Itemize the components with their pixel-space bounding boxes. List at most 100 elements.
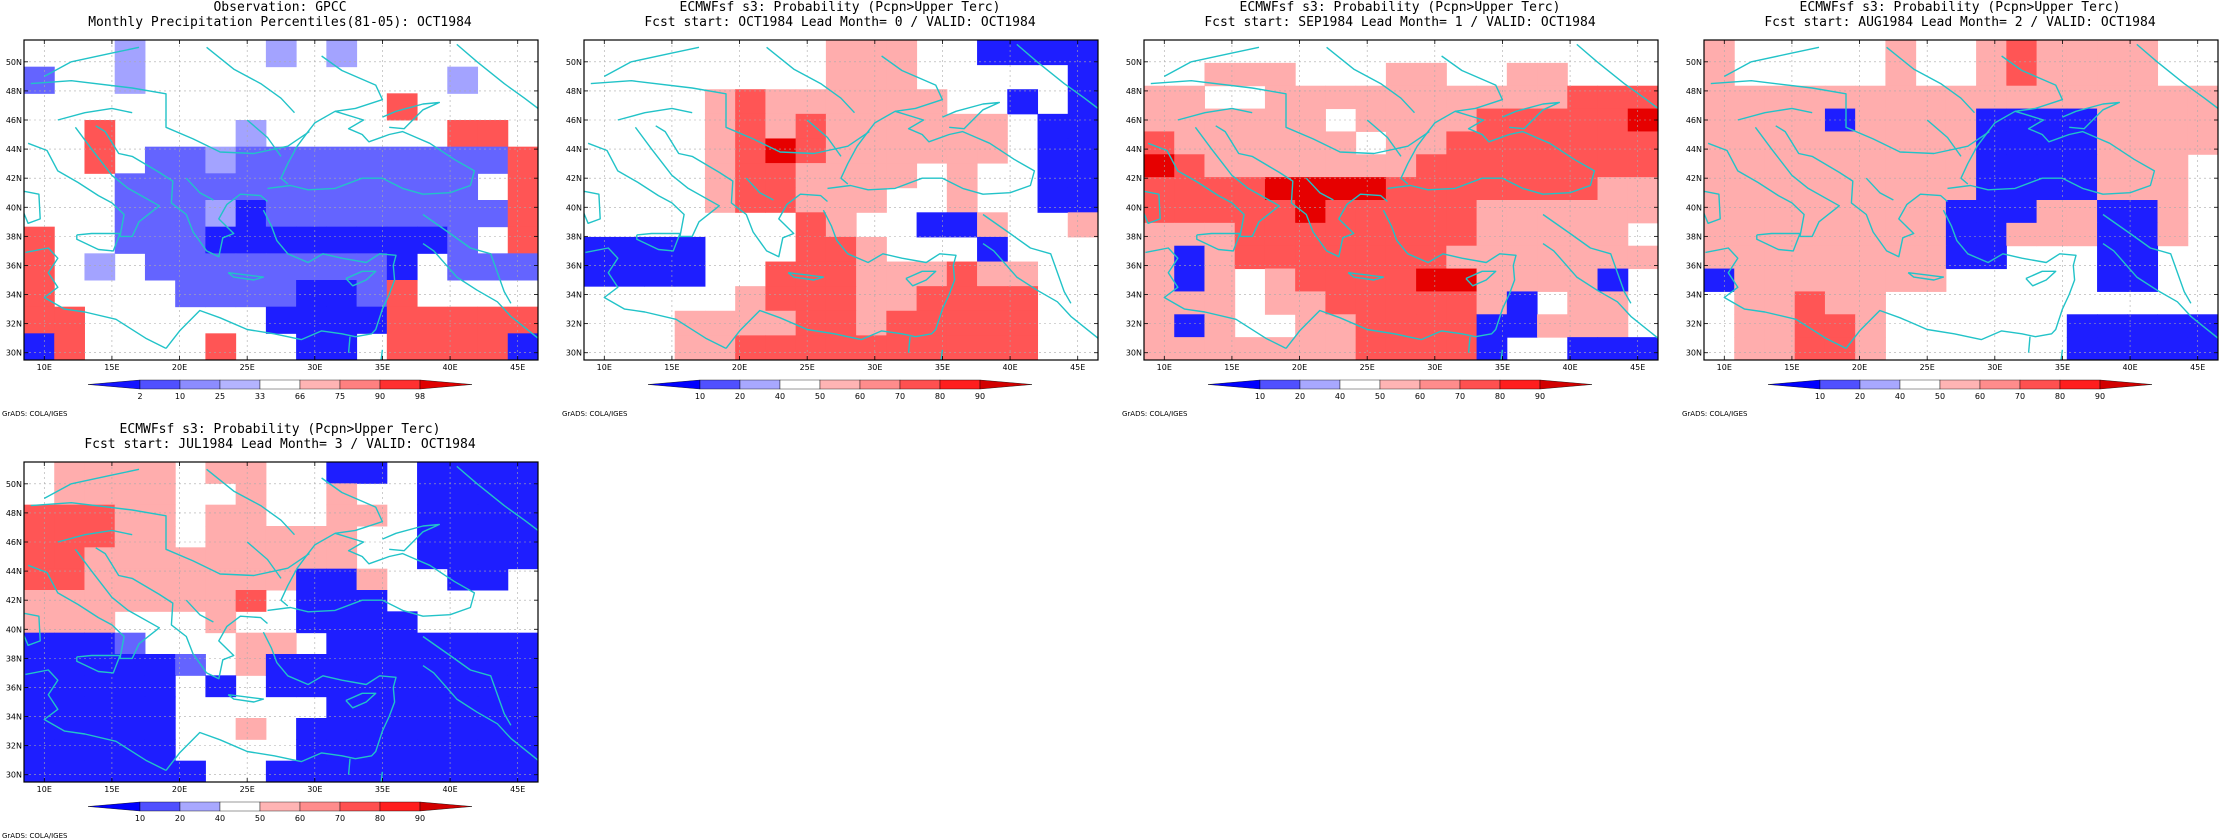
grid-cell	[1174, 268, 1205, 292]
grid-cell	[2157, 85, 2189, 110]
grid-cell	[417, 306, 448, 334]
grid-cell	[735, 113, 766, 139]
grid-cell	[977, 335, 1008, 361]
grid-cell	[1794, 222, 1826, 247]
lat-tick-label: 40N	[566, 203, 582, 212]
panel-title: ECMWFsf s3: Probability (Pcpn>Upper Terc…	[1120, 0, 1680, 30]
grid-cell	[1067, 187, 1099, 213]
grid-cell	[886, 40, 918, 66]
grid-cell	[54, 462, 85, 484]
grid-cell	[795, 212, 827, 238]
grid-cell	[1067, 64, 1099, 90]
grid-cell	[447, 253, 479, 281]
grid-cell	[1476, 314, 1508, 338]
grid-cell	[1174, 177, 1205, 201]
grid-cell	[326, 280, 358, 308]
grid-cell	[1885, 177, 1917, 201]
lon-tick-label: 40E	[442, 785, 457, 794]
grid-cell	[447, 718, 479, 740]
grid-cell	[417, 760, 448, 783]
grid-cell	[1174, 200, 1205, 224]
grid-cell	[1506, 62, 1538, 87]
grid-cell	[2157, 337, 2189, 361]
grid-cell	[1204, 245, 1236, 270]
lat-tick-label: 36N	[1686, 261, 1702, 270]
grid-cell	[2036, 85, 2068, 110]
grid-cell	[175, 654, 206, 676]
grid-cell	[795, 89, 827, 115]
lat-tick-label: 46N	[6, 116, 22, 125]
grid-cell	[326, 590, 358, 612]
grid-cell	[386, 760, 418, 783]
grid-cell	[886, 261, 918, 287]
map-frame	[23, 461, 539, 783]
color-bar: 10 20 40 50 60 70 80 90	[87, 801, 473, 823]
color-bar-swatch	[1207, 379, 1261, 390]
grid-cell	[1385, 154, 1417, 178]
color-bar-label: 50	[1375, 392, 1385, 401]
color-bar-label: 60	[1975, 392, 1985, 401]
grid-cell	[2127, 200, 2159, 224]
grid-cell	[326, 253, 358, 281]
grid-cell	[205, 253, 237, 281]
grid-cell	[1704, 222, 1735, 247]
lat-tick-label: 30N	[1126, 349, 1142, 358]
grid-cell	[1506, 108, 1538, 132]
color-bar-label: 60	[295, 814, 305, 823]
grid-cell	[114, 40, 146, 68]
map-panel-4: ECMWFsf s3: Probability (Pcpn>Upper Terc…	[1680, 0, 2240, 418]
lat-tick-label: 48N	[1126, 87, 1142, 96]
grid-cell	[144, 483, 176, 506]
grid-cell	[1007, 40, 1039, 66]
grid-cell	[1416, 291, 1447, 315]
grid-cell	[84, 526, 116, 548]
grid-cell	[825, 64, 857, 90]
grid-cell	[386, 611, 418, 634]
lon-tick-label: 35E	[2055, 363, 2070, 372]
grid-cell	[175, 146, 206, 174]
grid-cell	[977, 138, 1008, 164]
grid-cell	[326, 760, 358, 783]
lat-tick-label: 38N	[6, 232, 22, 241]
color-bar-swatch	[1939, 379, 1981, 390]
grid-cell	[1264, 131, 1296, 155]
color-bar-label: 10	[1255, 392, 1265, 401]
lon-tick-label: 25E	[1920, 363, 1935, 372]
grid-cell	[175, 253, 206, 281]
panel-title: ECMWFsf s3: Probability (Pcpn>Upper Terc…	[0, 422, 560, 452]
grid-cell	[84, 547, 116, 570]
color-bar-swatch	[339, 379, 381, 390]
grid-cell	[84, 590, 116, 612]
grid-cell	[1506, 154, 1538, 178]
grid-cell	[2066, 200, 2098, 224]
grid-cell	[1824, 245, 1856, 270]
grid-cell	[1416, 314, 1447, 338]
grid-cell	[54, 483, 85, 506]
grid-cell	[1764, 337, 1796, 361]
lon-tick-label: 20E	[732, 363, 747, 372]
color-bar-label: 80	[1495, 392, 1505, 401]
grid-cell	[1416, 154, 1447, 178]
grid-cell	[114, 675, 146, 698]
grid-cell	[507, 200, 539, 228]
lon-tick-label: 25E	[800, 363, 815, 372]
grid-cell	[1355, 108, 1387, 132]
lat-tick-label: 30N	[1686, 349, 1702, 358]
grid-cell	[1945, 154, 1977, 178]
grid-cell	[735, 89, 766, 115]
grid-cell	[2157, 131, 2189, 155]
grid-cell	[795, 286, 827, 312]
grid-cell	[946, 138, 978, 164]
grid-cell	[1446, 291, 1478, 315]
grid-cell	[1824, 154, 1856, 178]
grid-cell	[144, 760, 176, 783]
grid-cell	[1174, 85, 1205, 110]
grid-cell	[356, 200, 388, 228]
grid-cell	[1976, 222, 2007, 247]
grid-cell	[1734, 85, 1765, 110]
grid-cell	[1794, 337, 1826, 361]
grid-cell	[1446, 85, 1478, 110]
grid-cell	[84, 253, 116, 281]
grid-cell	[235, 462, 267, 484]
grid-cell	[1945, 200, 1977, 224]
